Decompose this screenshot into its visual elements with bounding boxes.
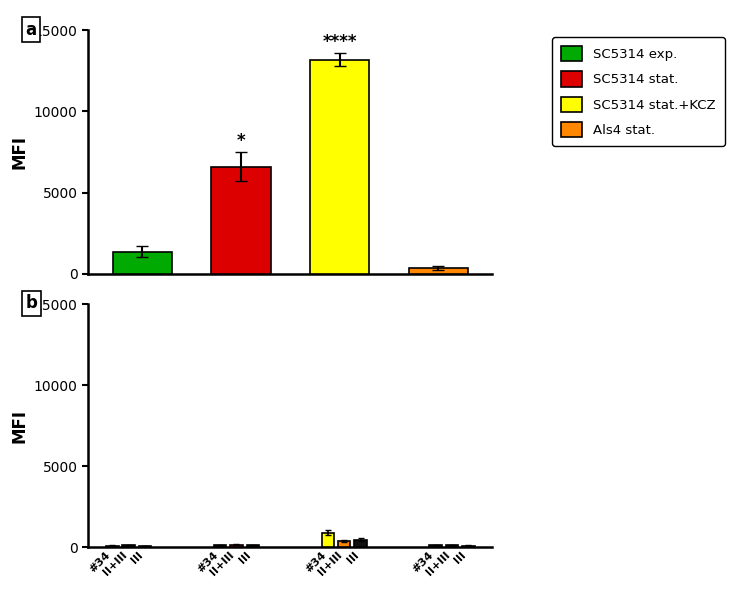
Bar <box>106 545 118 547</box>
Bar <box>113 252 172 274</box>
Y-axis label: MFI: MFI <box>10 409 29 443</box>
Text: ****: **** <box>323 33 357 50</box>
Bar <box>310 60 369 274</box>
Bar <box>322 533 334 547</box>
Bar <box>338 541 351 547</box>
Text: a: a <box>26 21 37 39</box>
Bar <box>462 546 475 547</box>
Bar <box>246 545 259 547</box>
Bar <box>230 545 243 547</box>
Bar <box>139 546 151 547</box>
Bar <box>429 545 442 547</box>
Bar <box>212 167 270 274</box>
Text: *: * <box>237 131 245 150</box>
Y-axis label: MFI: MFI <box>10 135 29 169</box>
Bar <box>354 540 367 547</box>
Bar <box>122 545 135 547</box>
Text: b: b <box>26 294 37 313</box>
Bar <box>445 545 459 547</box>
Legend: SC5314 exp., SC5314 stat., SC5314 stat.+KCZ, Als4 stat.: SC5314 exp., SC5314 stat., SC5314 stat.+… <box>552 37 725 146</box>
Bar <box>409 268 467 274</box>
Bar <box>214 545 226 547</box>
